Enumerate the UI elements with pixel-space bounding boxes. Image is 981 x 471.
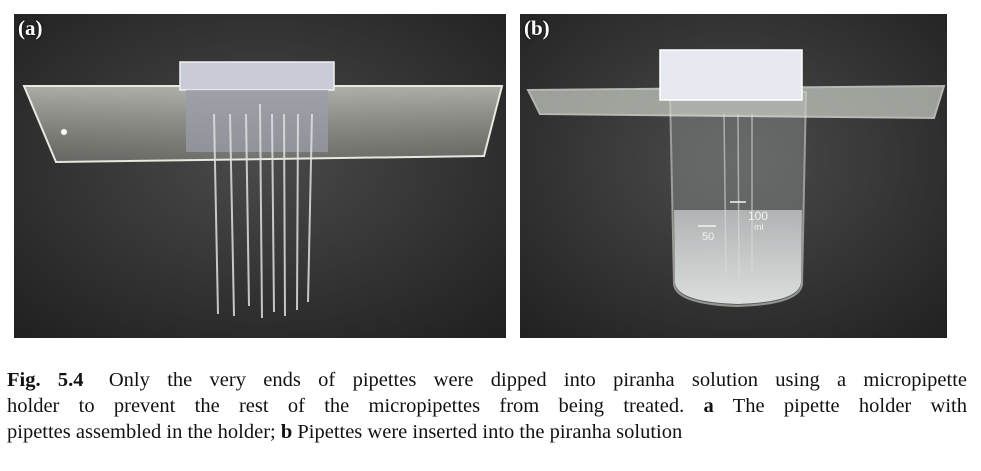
beaker-volume-50: 50 bbox=[702, 231, 714, 243]
caption-marker-a: a bbox=[703, 395, 714, 417]
caption-line-3-end: Pipettes were inserted into the piranha … bbox=[297, 421, 683, 443]
beaker-photo: 100 ml 50 bbox=[520, 14, 947, 338]
caption-line-2-end: The pipette holder with bbox=[732, 395, 967, 417]
caption-line-1-text: Only the very ends of pipettes were dipp… bbox=[108, 369, 968, 391]
figure-panel-a: (a) bbox=[14, 14, 506, 338]
beaker-volume-100: 100 bbox=[748, 209, 768, 223]
pipette-holder-photo bbox=[14, 14, 506, 338]
caption-line-1: Fig. 5.4 Only the very ends of pipettes … bbox=[7, 367, 967, 393]
caption-marker-b: b bbox=[280, 421, 293, 443]
figure-panel-b: 100 ml 50 (b) bbox=[520, 14, 947, 338]
beaker-volume-unit: ml bbox=[754, 222, 764, 232]
caption-line-2-start: holder to prevent the rest of the microp… bbox=[7, 395, 685, 417]
figure-number: Fig. 5.4 bbox=[7, 369, 84, 391]
figure-caption: Fig. 5.4 Only the very ends of pipettes … bbox=[7, 367, 967, 445]
caption-line-2: holder to prevent the rest of the microp… bbox=[7, 393, 967, 419]
caption-line-3: pipettes assembled in the holder; b Pipe… bbox=[7, 419, 967, 445]
panel-b-label: (b) bbox=[524, 16, 550, 40]
caption-line-3-start: pipettes assembled in the holder; bbox=[7, 421, 276, 443]
panel-a-label: (a) bbox=[18, 16, 43, 40]
